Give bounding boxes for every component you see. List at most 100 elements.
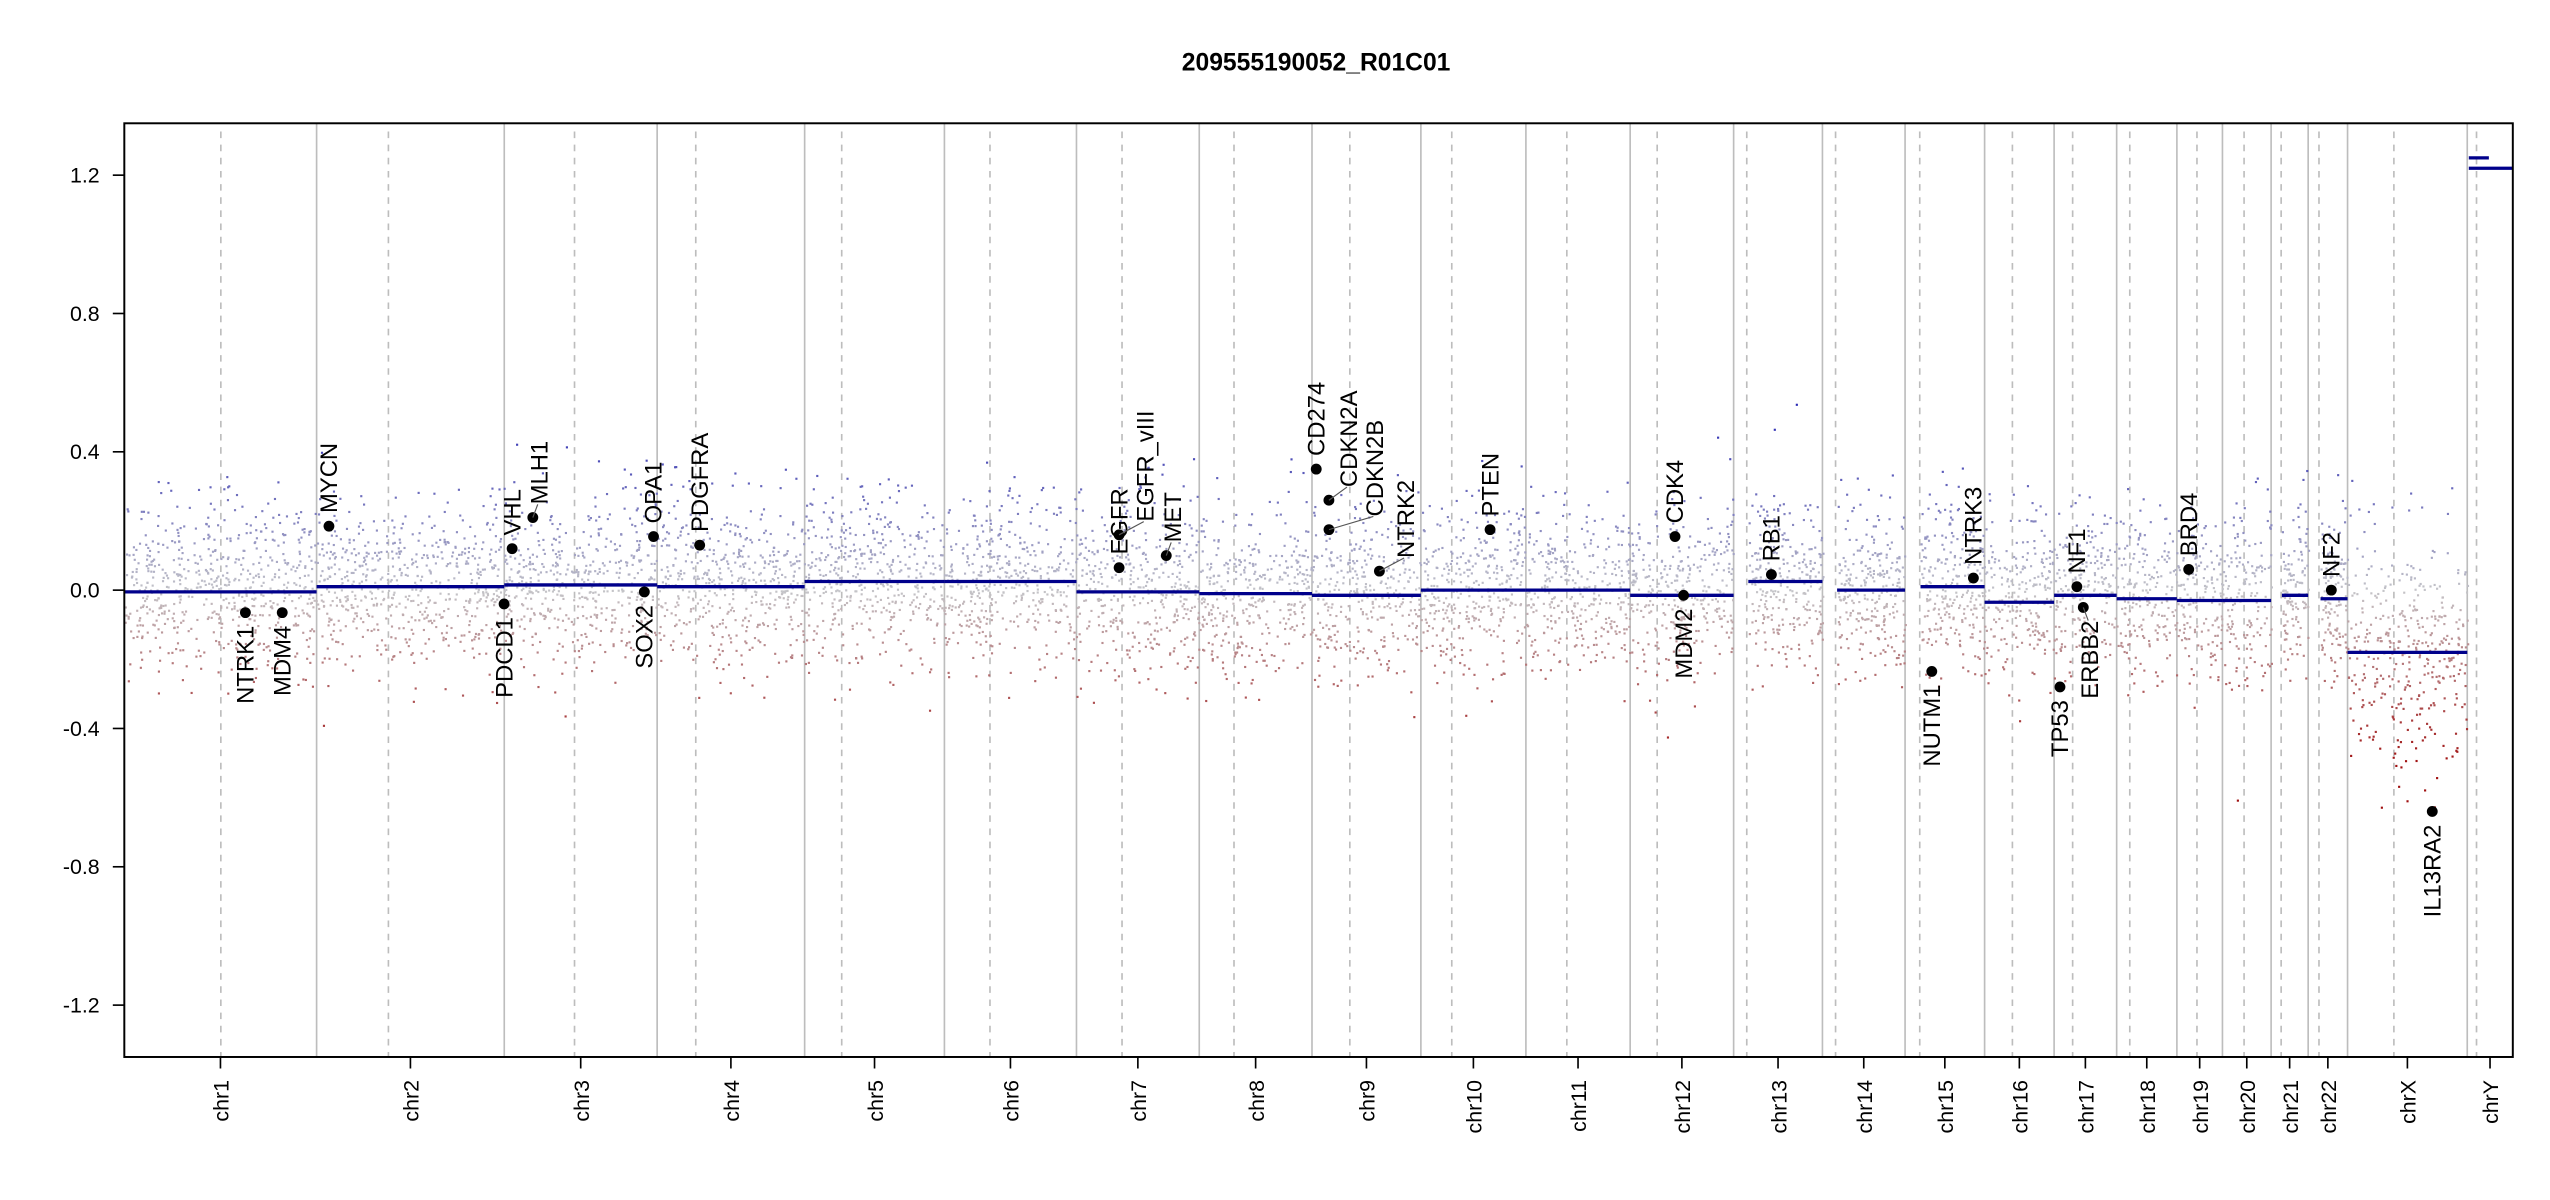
probe-point bbox=[1118, 579, 1121, 582]
probe-point bbox=[135, 578, 138, 581]
probe-point bbox=[564, 661, 567, 664]
probe-point bbox=[283, 583, 286, 586]
probe-point bbox=[1390, 623, 1394, 626]
probe-point bbox=[1324, 578, 1327, 581]
probe-point bbox=[763, 579, 766, 582]
probe-point bbox=[580, 647, 583, 650]
probe-point bbox=[696, 562, 699, 565]
probe-point bbox=[779, 515, 782, 518]
probe-point bbox=[305, 638, 308, 642]
probe-point bbox=[1133, 595, 1136, 598]
probe-point bbox=[1678, 634, 1682, 637]
probe-point bbox=[244, 606, 247, 609]
probe-point bbox=[891, 600, 894, 603]
probe-point bbox=[534, 632, 537, 635]
probe-point bbox=[225, 565, 228, 568]
probe-point bbox=[1059, 551, 1062, 554]
probe-point bbox=[1468, 560, 1471, 563]
probe-point bbox=[1633, 581, 1636, 584]
probe-point bbox=[479, 570, 482, 574]
probe-point bbox=[1455, 536, 1458, 539]
probe-point bbox=[690, 561, 693, 564]
probe-point bbox=[138, 619, 141, 622]
probe-point bbox=[1648, 611, 1651, 614]
probe-point bbox=[216, 558, 219, 561]
probe-point bbox=[1138, 641, 1141, 645]
probe-point bbox=[484, 588, 487, 591]
probe-point bbox=[1547, 549, 1550, 552]
probe-point bbox=[1055, 656, 1058, 659]
probe-point bbox=[528, 590, 531, 593]
probe-point bbox=[975, 577, 978, 580]
probe-point bbox=[871, 553, 874, 556]
probe-point bbox=[708, 582, 711, 585]
probe-point bbox=[239, 608, 242, 611]
probe-point bbox=[1607, 642, 1610, 645]
probe-point bbox=[1198, 648, 1201, 651]
probe-point bbox=[907, 567, 910, 570]
probe-point bbox=[1615, 632, 1618, 636]
probe-point bbox=[608, 560, 612, 563]
probe-point bbox=[927, 617, 930, 620]
probe-point bbox=[981, 602, 984, 605]
probe-point bbox=[1248, 603, 1251, 606]
probe-point bbox=[1436, 585, 1439, 588]
probe-point bbox=[1458, 567, 1461, 571]
probe-point bbox=[1630, 603, 1633, 606]
probe-point bbox=[961, 552, 964, 555]
probe-point bbox=[909, 543, 912, 546]
probe-point bbox=[541, 472, 544, 475]
probe-point bbox=[1578, 627, 1582, 631]
probe-point bbox=[1000, 525, 1003, 528]
probe-point bbox=[690, 546, 693, 549]
probe-point bbox=[1165, 547, 1168, 551]
probe-point bbox=[780, 590, 783, 593]
probe-point bbox=[339, 600, 342, 603]
probe-point bbox=[830, 546, 833, 549]
probe-point bbox=[445, 564, 448, 568]
probe-point bbox=[455, 557, 459, 560]
probe-point bbox=[632, 556, 635, 560]
probe-point bbox=[1056, 591, 1059, 594]
probe-point bbox=[1518, 533, 1521, 536]
probe-point bbox=[912, 612, 915, 615]
probe-point bbox=[1627, 558, 1630, 562]
probe-point bbox=[1057, 555, 1060, 558]
probe-point bbox=[631, 523, 634, 526]
probe-point bbox=[148, 608, 151, 611]
probe-point bbox=[353, 561, 357, 564]
probe-point bbox=[1421, 511, 1425, 514]
probe-point bbox=[241, 505, 244, 508]
probe-point bbox=[1312, 559, 1315, 562]
probe-point bbox=[1146, 467, 1150, 470]
probe-point bbox=[1523, 626, 1527, 629]
probe-point bbox=[1251, 678, 1254, 682]
probe-point bbox=[447, 593, 450, 596]
probe-point bbox=[912, 599, 915, 602]
probe-point bbox=[723, 588, 726, 591]
probe-point bbox=[1042, 486, 1045, 490]
probe-point bbox=[297, 624, 300, 627]
probe-point bbox=[1221, 520, 1225, 523]
probe-point bbox=[1216, 606, 1220, 610]
probe-point bbox=[689, 488, 692, 491]
probe-point bbox=[1364, 586, 1367, 589]
probe-point bbox=[1502, 607, 1505, 611]
probe-point bbox=[149, 650, 152, 653]
probe-point bbox=[370, 592, 374, 595]
probe-point bbox=[1349, 649, 1352, 652]
probe-point bbox=[461, 519, 464, 522]
probe-point bbox=[636, 507, 639, 510]
probe-point bbox=[179, 595, 182, 598]
probe-point bbox=[377, 559, 380, 562]
probe-point bbox=[1585, 515, 1588, 518]
probe-point bbox=[1442, 650, 1445, 653]
probe-point bbox=[162, 543, 165, 546]
probe-point bbox=[1126, 509, 1129, 512]
probe-point bbox=[1473, 673, 1476, 676]
probe-point bbox=[1184, 586, 1188, 589]
probe-point bbox=[127, 617, 130, 620]
probe-point bbox=[1246, 619, 1249, 623]
probe-point bbox=[1188, 524, 1191, 527]
probe-point bbox=[182, 619, 185, 622]
